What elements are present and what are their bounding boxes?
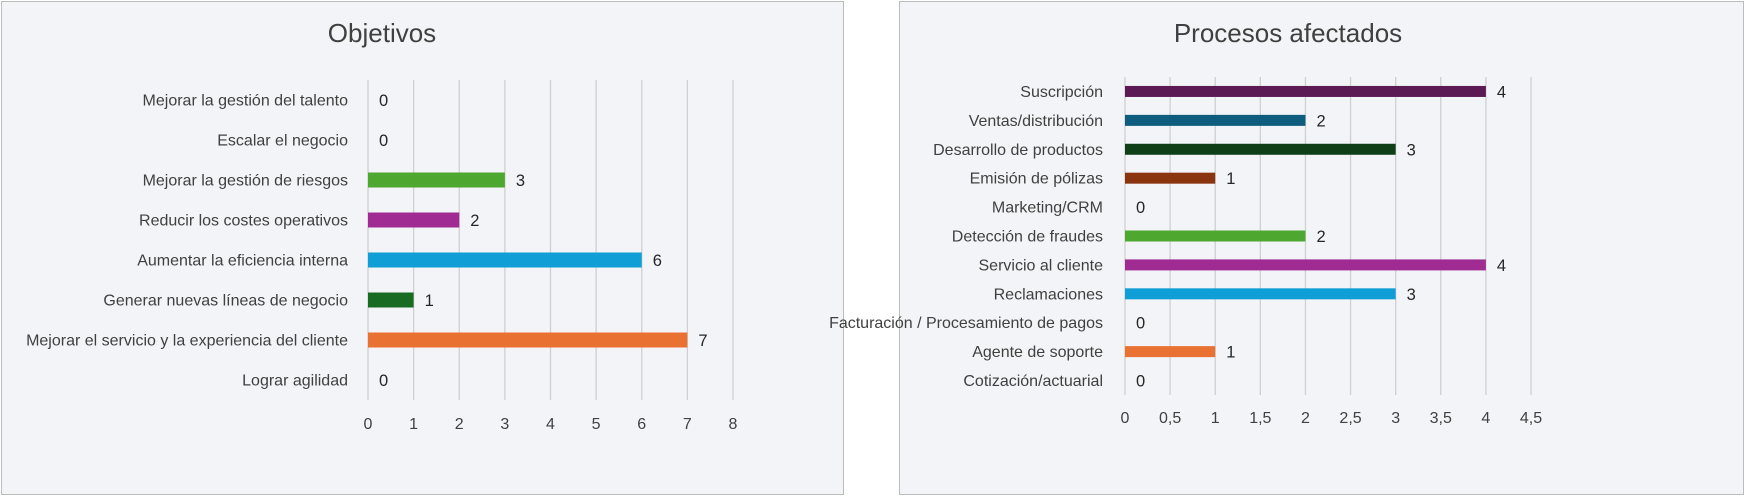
x-tick-label: 4 xyxy=(1481,410,1490,427)
category-label: Desarrollo de productos xyxy=(933,142,1103,159)
bar xyxy=(368,212,460,228)
chart-objetivos: Objetivos 0 1 2 3 4 5 6 7 8 Mejorar la gestión del… xyxy=(1,1,844,495)
category-label: Mejorar la gestión de riesgos xyxy=(143,173,348,190)
bar xyxy=(1125,259,1486,271)
category-label: Cotización/actuarial xyxy=(963,373,1103,390)
x-tick-label: 1 xyxy=(409,416,418,433)
bar xyxy=(1125,143,1396,155)
data-label: 0 xyxy=(1136,373,1145,391)
category-label: Aumentar la eficiencia interna xyxy=(137,253,348,270)
x-tick-label: 1,5 xyxy=(1249,410,1271,427)
category-label: Generar nuevas líneas de negocio xyxy=(103,293,348,310)
x-tick-label: 2,5 xyxy=(1339,410,1361,427)
x-tick-label: 3,5 xyxy=(1430,410,1452,427)
category-label: Ventas/distribución xyxy=(969,113,1103,130)
x-tick-label: 6 xyxy=(637,416,646,433)
x-tick-label: 0,5 xyxy=(1159,410,1181,427)
chart-objetivos-svg: Objetivos 0 1 2 3 4 5 6 7 8 Mejorar la gestión del… xyxy=(26,18,738,433)
data-label: 0 xyxy=(379,92,388,110)
chart-title: Procesos afectados xyxy=(1174,18,1402,48)
data-label: 1 xyxy=(1226,344,1235,362)
category-label: Mejorar la gestión del talento xyxy=(143,93,349,110)
category-label: Lograr agilidad xyxy=(242,373,348,390)
bar xyxy=(1125,172,1216,184)
data-label: 3 xyxy=(1407,141,1416,159)
bar xyxy=(1125,114,1306,126)
category-label: Mejorar el servicio y la experiencia del… xyxy=(26,333,348,350)
data-label: 3 xyxy=(516,172,525,190)
category-label: Marketing/CRM xyxy=(992,200,1103,217)
category-label: Agente de soporte xyxy=(972,344,1103,361)
data-label: 7 xyxy=(698,332,707,350)
data-label: 3 xyxy=(1407,286,1416,304)
bar xyxy=(1125,288,1396,300)
chart-title: Objetivos xyxy=(328,18,436,48)
data-label: 2 xyxy=(470,212,479,230)
x-tick-label: 2 xyxy=(455,416,464,433)
data-label: 4 xyxy=(1497,257,1506,275)
bar xyxy=(368,332,688,348)
data-label: 4 xyxy=(1497,83,1506,101)
category-label: Reclamaciones xyxy=(994,286,1103,303)
x-tick-label: 3 xyxy=(500,416,509,433)
data-label: 2 xyxy=(1316,112,1325,130)
category-label: Facturación / Procesamiento de pagos xyxy=(829,315,1103,332)
category-label: Servicio al cliente xyxy=(979,257,1104,274)
category-label: Emisión de pólizas xyxy=(970,171,1103,188)
category-label: Suscripción xyxy=(1020,84,1103,101)
bar xyxy=(368,252,642,268)
chart-procesos-svg: Procesos afectados 0 0,5 1 1,5 2 2,5 3 3,5 4 4,5 Su… xyxy=(829,18,1542,427)
x-tick-label: 5 xyxy=(592,416,601,433)
x-tick-label: 7 xyxy=(683,416,692,433)
data-label: 6 xyxy=(653,252,662,270)
x-tick-label: 4,5 xyxy=(1520,410,1542,427)
bar xyxy=(1125,85,1486,97)
category-label: Detección de fraudes xyxy=(952,229,1103,246)
data-label: 0 xyxy=(379,372,388,390)
x-tick-label: 2 xyxy=(1301,410,1310,427)
x-tick-label: 8 xyxy=(729,416,738,433)
category-label: Reducir los costes operativos xyxy=(139,213,348,230)
data-label: 1 xyxy=(1226,170,1235,188)
data-label: 0 xyxy=(379,132,388,150)
data-label: 0 xyxy=(1136,315,1145,333)
bar xyxy=(368,172,505,188)
bar xyxy=(1125,346,1216,358)
x-tick-label: 4 xyxy=(546,416,555,433)
chart-procesos-afectados: Procesos afectados 0 0,5 1 1,5 2 2,5 3 3,5 4 4,5 Su… xyxy=(829,1,1744,495)
x-tick-label: 3 xyxy=(1391,410,1400,427)
bar xyxy=(1125,230,1306,242)
data-label: 0 xyxy=(1136,199,1145,217)
x-tick-label: 0 xyxy=(364,416,373,433)
category-label: Escalar el negocio xyxy=(217,133,348,150)
x-tick-label: 0 xyxy=(1121,410,1130,427)
data-label: 2 xyxy=(1316,228,1325,246)
x-tick-label: 1 xyxy=(1211,410,1220,427)
data-label: 1 xyxy=(425,292,434,310)
bar xyxy=(368,292,414,308)
